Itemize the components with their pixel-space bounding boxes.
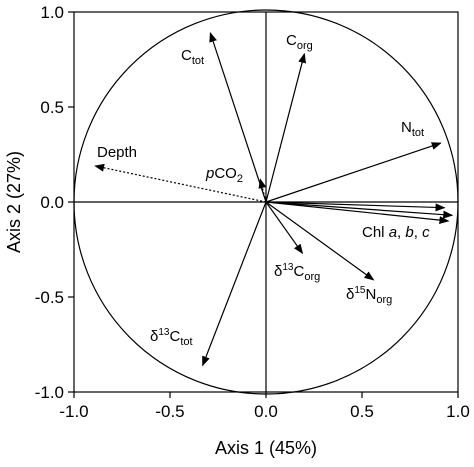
vector-corg [265, 52, 307, 203]
y-tick-label: 0.0 [40, 193, 64, 212]
vector-d15norg [265, 201, 375, 281]
label-corg: Corg [286, 32, 313, 52]
label-ctot: Ctot [181, 47, 204, 67]
x-axis-title: Axis 1 (45%) [215, 438, 317, 458]
vector-chlc [265, 201, 450, 225]
y-axis-title: Axis 2 (27%) [4, 151, 24, 253]
label-d13corg: δ13Corg [274, 262, 320, 283]
vector-chlb [265, 201, 454, 219]
vector-ntot [265, 142, 442, 203]
y-axis-ticks: -1.0 -0.5 0.0 0.5 1.0 [35, 3, 74, 402]
label-d13ctot: δ13Ctot [150, 327, 193, 348]
label-depth: Depth [97, 144, 137, 161]
label-ntot: Ntot [401, 119, 424, 139]
vector-depth [94, 163, 267, 203]
x-axis-ticks: -1.0 -0.5 0.0 0.5 1.0 [59, 392, 470, 421]
x-tick-label: 1.0 [446, 402, 470, 421]
vector-d13corg [265, 201, 304, 255]
label-pco2: pCO2 [205, 165, 243, 185]
x-tick-label: 0.0 [254, 402, 278, 421]
label-chl: Chl a, b, c [362, 224, 430, 241]
loading-vectors [94, 31, 454, 367]
y-tick-label: -0.5 [35, 288, 64, 307]
x-tick-label: -1.0 [59, 402, 88, 421]
vector-ctot [209, 31, 267, 203]
y-tick-label: 0.5 [40, 98, 64, 117]
vector-chla [265, 201, 446, 212]
y-tick-label: 1.0 [40, 3, 64, 22]
x-tick-label: -0.5 [155, 402, 184, 421]
vector-d13ctot [202, 201, 267, 367]
x-tick-label: 0.5 [350, 402, 374, 421]
y-tick-label: -1.0 [35, 383, 64, 402]
label-d15norg: δ15Norg [346, 285, 392, 306]
